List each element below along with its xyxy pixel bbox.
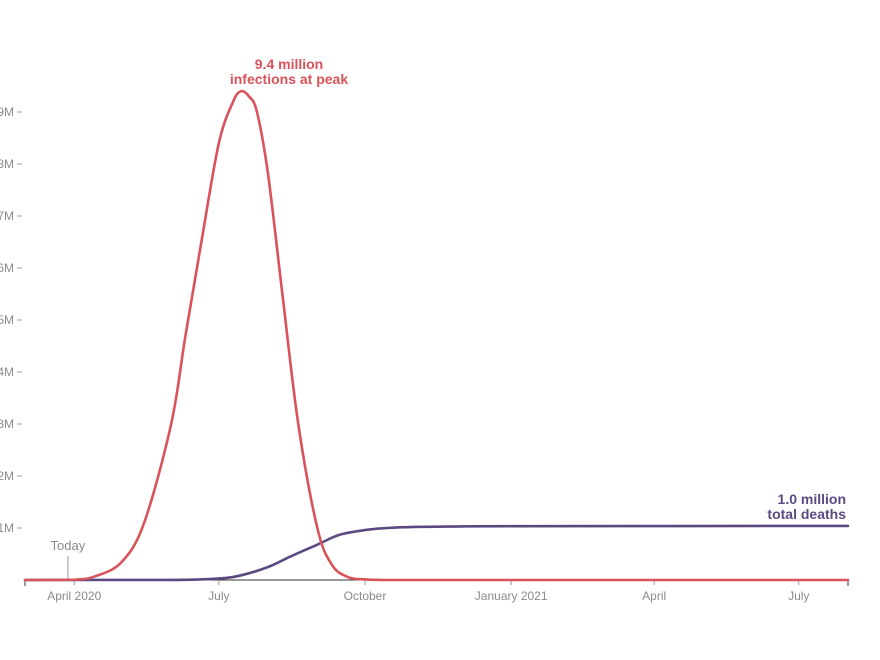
x-tick-label: October <box>344 589 387 603</box>
x-tick-label: July <box>208 589 229 603</box>
y-tick-label: 6M <box>0 261 14 275</box>
series-line-deaths <box>23 524 850 582</box>
peak-annotation-line2: infections at peak <box>230 71 348 87</box>
deaths-annotation-line2: total deaths <box>767 506 846 522</box>
x-tick-label: July <box>788 589 809 603</box>
today-label: Today <box>51 538 86 553</box>
y-tick-label: 2M <box>0 469 14 483</box>
y-tick-label: 4M <box>0 365 14 379</box>
y-axis: 1M 2M 3M 4M 5M 6M 7M 8M 9M <box>0 105 22 535</box>
x-tick-label: April 2020 <box>47 589 101 603</box>
series-layer <box>23 89 850 582</box>
y-tick-label: 1M <box>0 521 14 535</box>
annotation-layer: 9.4 million infections at peak 1.0 milli… <box>230 56 846 522</box>
deaths-annotation-line1: 1.0 million <box>778 491 846 507</box>
y-tick-label: 9M <box>0 105 14 119</box>
y-tick-label: 8M <box>0 157 14 171</box>
x-tick-label: April <box>642 589 666 603</box>
y-tick-label: 7M <box>0 209 14 223</box>
x-axis: April 2020 July October January 2021 April Ju… <box>24 579 849 603</box>
x-tick-label: January 2021 <box>475 589 548 603</box>
peak-annotation-line1: 9.4 million <box>255 56 323 72</box>
y-tick-label: 5M <box>0 313 14 327</box>
today-marker: Today <box>51 538 86 580</box>
y-tick-label: 3M <box>0 417 14 431</box>
series-line-infections <box>23 89 850 582</box>
